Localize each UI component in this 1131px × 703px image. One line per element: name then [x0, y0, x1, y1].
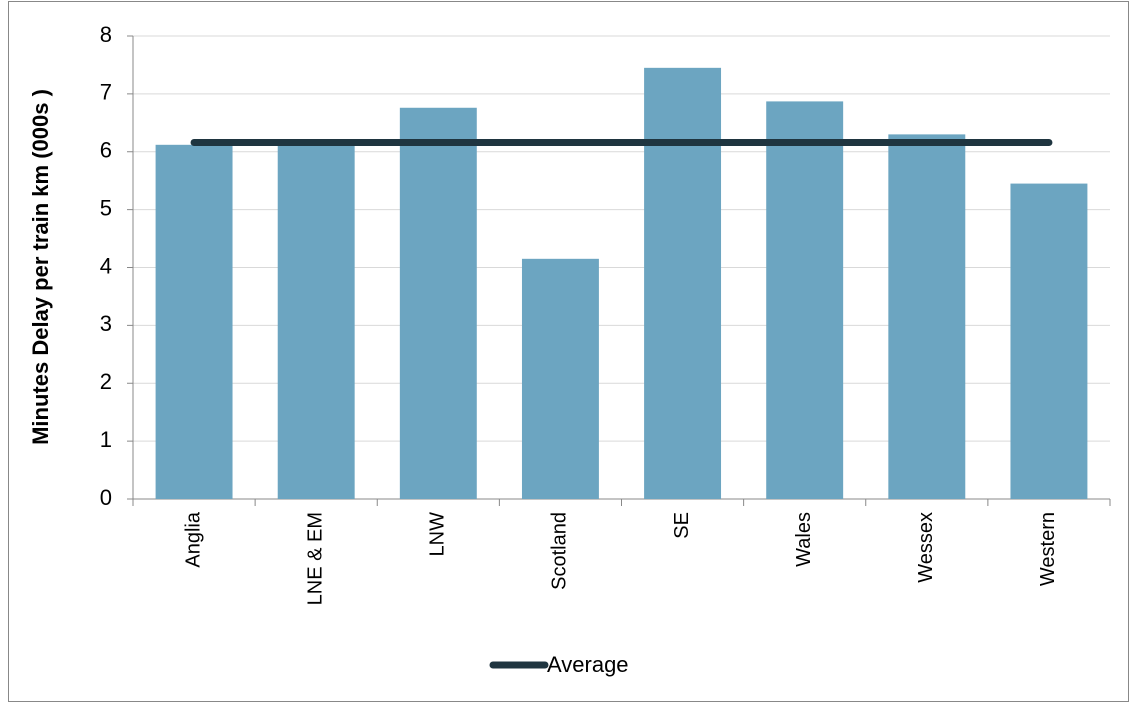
y-tick-label: 6	[100, 138, 112, 163]
bar	[1010, 183, 1088, 500]
y-tick-label: 5	[100, 195, 112, 220]
bar	[766, 101, 844, 500]
y-tick-label: 3	[100, 311, 112, 336]
bar	[155, 144, 233, 499]
y-tick-label: 2	[100, 369, 112, 394]
y-tick-label: 4	[100, 253, 112, 278]
x-tick-label: Wales	[793, 512, 815, 567]
y-tick-label: 8	[100, 22, 112, 47]
x-tick-label: LNE & EM	[304, 512, 326, 605]
x-tick-label: Scotland	[549, 512, 571, 590]
y-axis-label: Minutes Delay per train km (000s )	[28, 89, 53, 445]
y-tick-label: 1	[100, 427, 112, 452]
bar	[399, 107, 477, 499]
x-tick-label: LNW	[427, 512, 449, 557]
x-tick-label: Western	[1037, 512, 1059, 586]
x-tick-label: Anglia	[182, 511, 204, 567]
bar	[888, 134, 966, 499]
y-tick-label: 0	[100, 485, 112, 510]
bar	[644, 67, 722, 500]
y-tick-label: 7	[100, 80, 112, 105]
bar	[277, 145, 355, 499]
bar	[521, 258, 599, 499]
x-tick-label: Wessex	[915, 512, 937, 583]
legend-label: Average	[547, 652, 629, 677]
x-tick-label: SE	[671, 512, 693, 539]
